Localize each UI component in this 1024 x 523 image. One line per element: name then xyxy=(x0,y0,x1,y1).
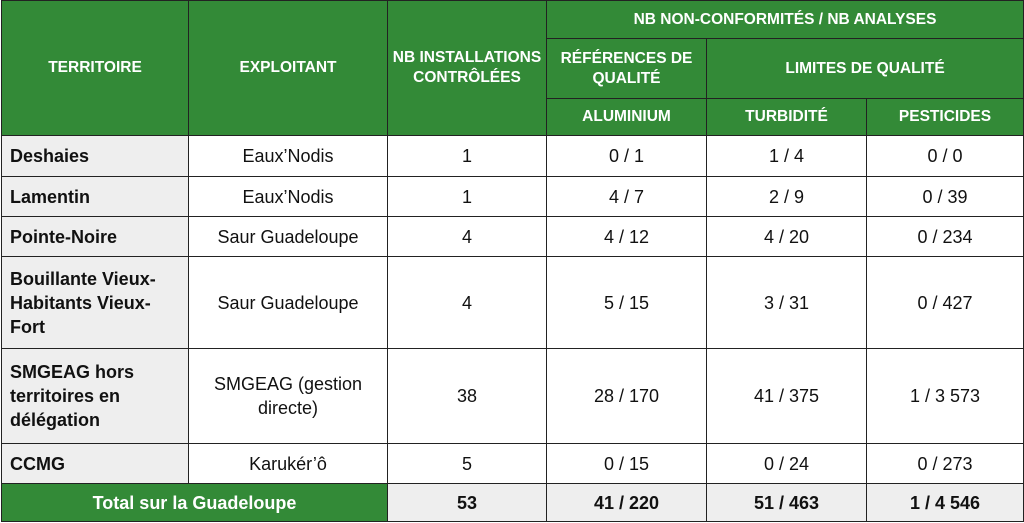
cell-territoire: Pointe-Noire xyxy=(1,216,189,257)
total-row: Total sur la Guadeloupe 53 41 / 220 51 /… xyxy=(1,483,1024,522)
cell-aluminium: 0 / 1 xyxy=(546,135,707,177)
header-exploitant: EXPLOITANT xyxy=(188,0,388,136)
cell-pesticides: 0 / 234 xyxy=(865,216,1024,257)
cell-territoire: CCMG xyxy=(1,443,189,484)
cell-territoire: Bouillante Vieux-Habitants Vieux-Fort xyxy=(1,256,189,349)
header-references: RÉFÉRENCES DE QUALITÉ xyxy=(546,38,707,99)
table-row: Pointe-Noire Saur Guadeloupe 4 4 / 12 4 / 20… xyxy=(1,216,1024,257)
header-pesticides: PESTICIDES xyxy=(865,98,1024,136)
cell-turbidite: 2 / 9 xyxy=(706,176,867,217)
cell-pesticides: 0 / 273 xyxy=(865,443,1024,484)
header-installations: NB INSTALLATIONS CONTRÔLÉES xyxy=(387,0,547,136)
cell-turbidite: 41 / 375 xyxy=(706,348,867,444)
cell-territoire: SMGEAG hors territoires en délégation xyxy=(1,348,189,444)
total-turbidite: 51 / 463 xyxy=(706,483,867,522)
cell-installations: 4 xyxy=(387,256,547,349)
cell-exploitant: SMGEAG (gestion directe) xyxy=(188,348,388,444)
cell-aluminium: 0 / 15 xyxy=(546,443,707,484)
cell-installations: 5 xyxy=(387,443,547,484)
cell-turbidite: 1 / 4 xyxy=(706,135,867,177)
header-aluminium: ALUMINIUM xyxy=(546,98,707,136)
cell-pesticides: 0 / 0 xyxy=(865,135,1024,177)
cell-territoire: Deshaies xyxy=(1,135,189,177)
total-pesticides: 1 / 4 546 xyxy=(865,483,1024,522)
cell-pesticides: 0 / 427 xyxy=(865,256,1024,349)
cell-installations: 38 xyxy=(387,348,547,444)
header-non-conformites-group: NB NON-CONFORMITÉS / NB ANALYSES xyxy=(545,0,1024,39)
cell-exploitant: Saur Guadeloupe xyxy=(188,256,388,349)
cell-aluminium: 4 / 12 xyxy=(546,216,707,257)
total-installations: 53 xyxy=(387,483,547,522)
total-aluminium: 41 / 220 xyxy=(546,483,707,522)
header-territoire: TERRITOIRE xyxy=(1,0,189,136)
cell-installations: 4 xyxy=(387,216,547,257)
cell-turbidite: 0 / 24 xyxy=(706,443,867,484)
cell-territoire: Lamentin xyxy=(1,176,189,217)
cell-aluminium: 5 / 15 xyxy=(546,256,707,349)
cell-turbidite: 4 / 20 xyxy=(706,216,867,257)
total-label: Total sur la Guadeloupe xyxy=(1,483,388,522)
cell-installations: 1 xyxy=(387,176,547,217)
table-row: SMGEAG hors territoires en délégation SMG… xyxy=(1,348,1024,444)
cell-installations: 1 xyxy=(387,135,547,177)
cell-aluminium: 4 / 7 xyxy=(546,176,707,217)
cell-pesticides: 1 / 3 573 xyxy=(865,348,1024,444)
cell-pesticides: 0 / 39 xyxy=(865,176,1024,217)
table-row: CCMG Karukér’ô 5 0 / 15 0 / 24 0 / 273 xyxy=(1,443,1024,484)
cell-turbidite: 3 / 31 xyxy=(706,256,867,349)
cell-exploitant: Karukér’ô xyxy=(188,443,388,484)
table-row: Bouillante Vieux-Habitants Vieux-Fort Sau… xyxy=(1,256,1024,349)
header-limites: LIMITES DE QUALITÉ xyxy=(705,38,1024,99)
cell-exploitant: Eaux’Nodis xyxy=(188,176,388,217)
cell-exploitant: Saur Guadeloupe xyxy=(188,216,388,257)
cell-exploitant: Eaux’Nodis xyxy=(188,135,388,177)
cell-aluminium: 28 / 170 xyxy=(546,348,707,444)
header-turbidite: TURBIDITÉ xyxy=(706,98,867,136)
